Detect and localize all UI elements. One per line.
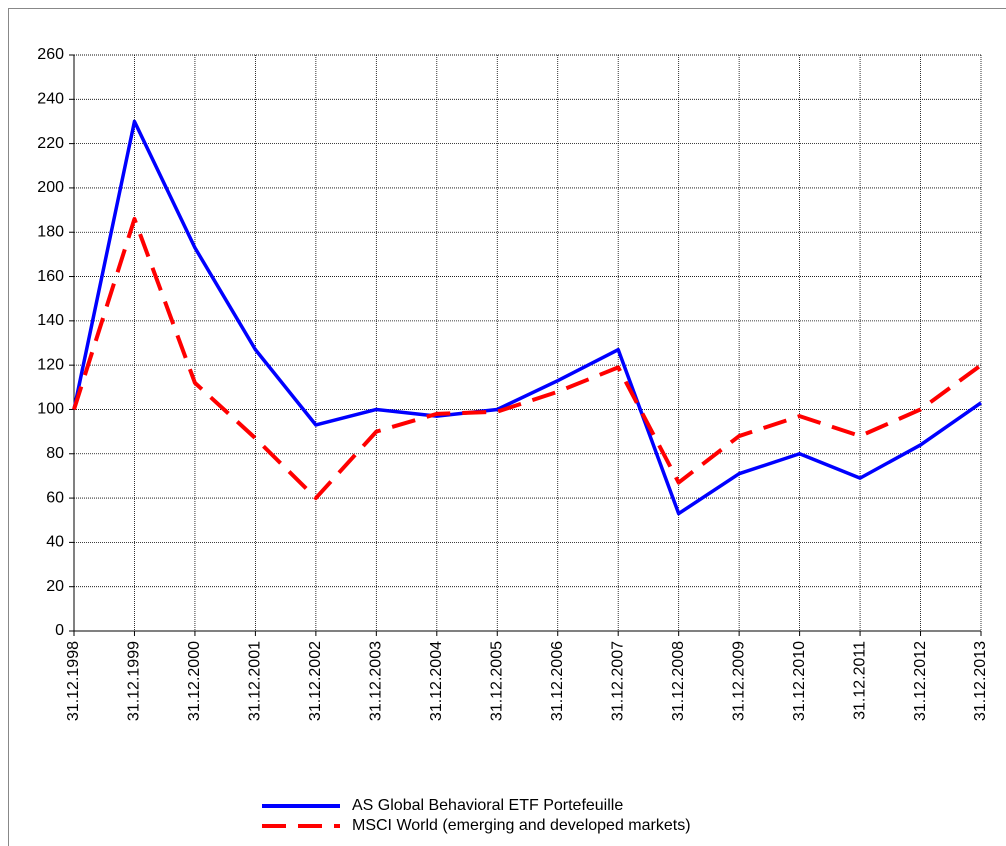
x-tick-label: 31.12.2008 xyxy=(670,641,687,721)
y-tick-label: 20 xyxy=(46,578,64,595)
y-tick-label: 140 xyxy=(37,312,64,329)
legend-label: AS Global Behavioral ETF Portefeuille xyxy=(352,797,623,814)
data-line xyxy=(72,216,983,501)
y-tick-label: 40 xyxy=(46,534,64,551)
y-tick-label: 220 xyxy=(37,135,64,152)
y-tick-label: 180 xyxy=(37,223,64,240)
x-tick-label: 31.12.1998 xyxy=(65,641,82,721)
y-tick-label: 260 xyxy=(37,46,64,63)
y-tick-label: 200 xyxy=(37,179,64,196)
y-tick-label: 120 xyxy=(37,356,64,373)
x-tick-label: 31.12.2010 xyxy=(791,641,808,721)
x-tick-label: 31.12.1999 xyxy=(126,641,143,721)
x-tick-label: 31.12.2004 xyxy=(428,641,445,721)
y-tick-label: 80 xyxy=(46,445,64,462)
y-tick-label: 0 xyxy=(55,622,64,639)
x-tick-label: 31.12.2011 xyxy=(851,641,868,720)
data-line xyxy=(72,119,982,516)
legend-label: MSCI World (emerging and developed marke… xyxy=(352,817,691,834)
x-tick-label: 31.12.2012 xyxy=(912,641,929,721)
x-tick-label: 31.12.2001 xyxy=(247,641,264,721)
x-tick-label: 31.12.2003 xyxy=(368,641,385,721)
y-tick-label: 160 xyxy=(37,268,64,285)
y-tick-label: 60 xyxy=(46,489,64,506)
chart-frame xyxy=(8,8,1006,846)
x-tick-label: 31.12.2000 xyxy=(186,641,203,721)
x-tick-label: 31.12.2006 xyxy=(549,641,566,721)
y-tick-label: 100 xyxy=(37,401,64,418)
x-tick-label: 31.12.2005 xyxy=(488,641,505,721)
x-tick-label: 31.12.2007 xyxy=(609,641,626,721)
x-tick-label: 31.12.2002 xyxy=(307,641,324,721)
x-tick-label: 31.12.2013 xyxy=(972,641,989,721)
y-tick-label: 240 xyxy=(37,91,64,108)
x-tick-label: 31.12.2009 xyxy=(730,641,747,721)
